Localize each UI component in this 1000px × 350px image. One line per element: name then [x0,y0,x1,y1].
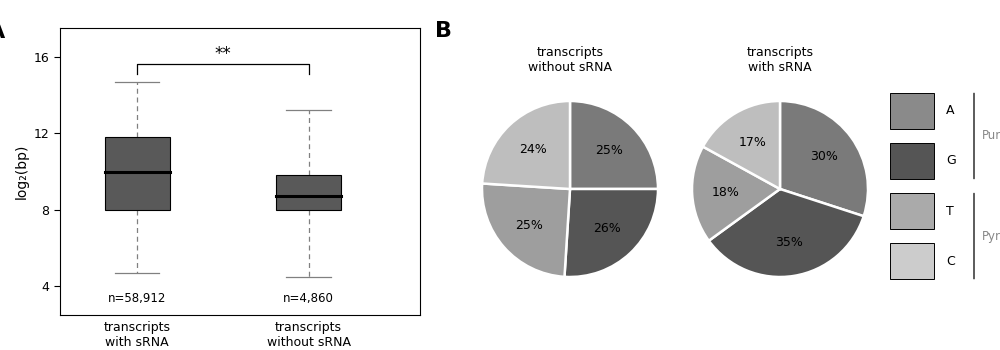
FancyBboxPatch shape [890,93,934,129]
Text: B: B [435,21,452,41]
Text: n=58,912: n=58,912 [108,293,166,306]
Wedge shape [482,101,570,189]
Text: n=4,860: n=4,860 [283,293,334,306]
Bar [276,175,341,210]
Wedge shape [780,101,868,216]
Title: transcripts
without sRNA: transcripts without sRNA [528,46,612,74]
Text: 17%: 17% [738,135,766,148]
Wedge shape [564,189,658,277]
FancyBboxPatch shape [890,193,934,229]
Text: 25%: 25% [515,219,543,232]
Text: Pyrimidine: Pyrimidine [982,230,1000,243]
Text: 30%: 30% [810,150,838,163]
Text: G: G [946,154,956,168]
Text: 35%: 35% [775,236,802,250]
FancyBboxPatch shape [890,143,934,179]
Text: 26%: 26% [593,222,621,235]
Text: C: C [946,254,955,268]
Text: 18%: 18% [712,186,739,199]
Text: **: ** [214,46,231,63]
Text: T: T [946,204,954,218]
Text: A: A [0,22,5,42]
FancyBboxPatch shape [890,243,934,279]
Text: Purine: Purine [982,130,1000,142]
Wedge shape [703,101,780,189]
Text: 25%: 25% [595,144,623,157]
Wedge shape [482,183,570,277]
Title: transcripts
with sRNA: transcripts with sRNA [746,46,814,74]
Text: A: A [946,104,954,118]
Bar [105,137,170,210]
Y-axis label: log₂(bp): log₂(bp) [14,144,28,199]
Wedge shape [709,189,864,277]
Wedge shape [692,147,780,241]
Wedge shape [570,101,658,189]
Text: 24%: 24% [519,143,547,156]
